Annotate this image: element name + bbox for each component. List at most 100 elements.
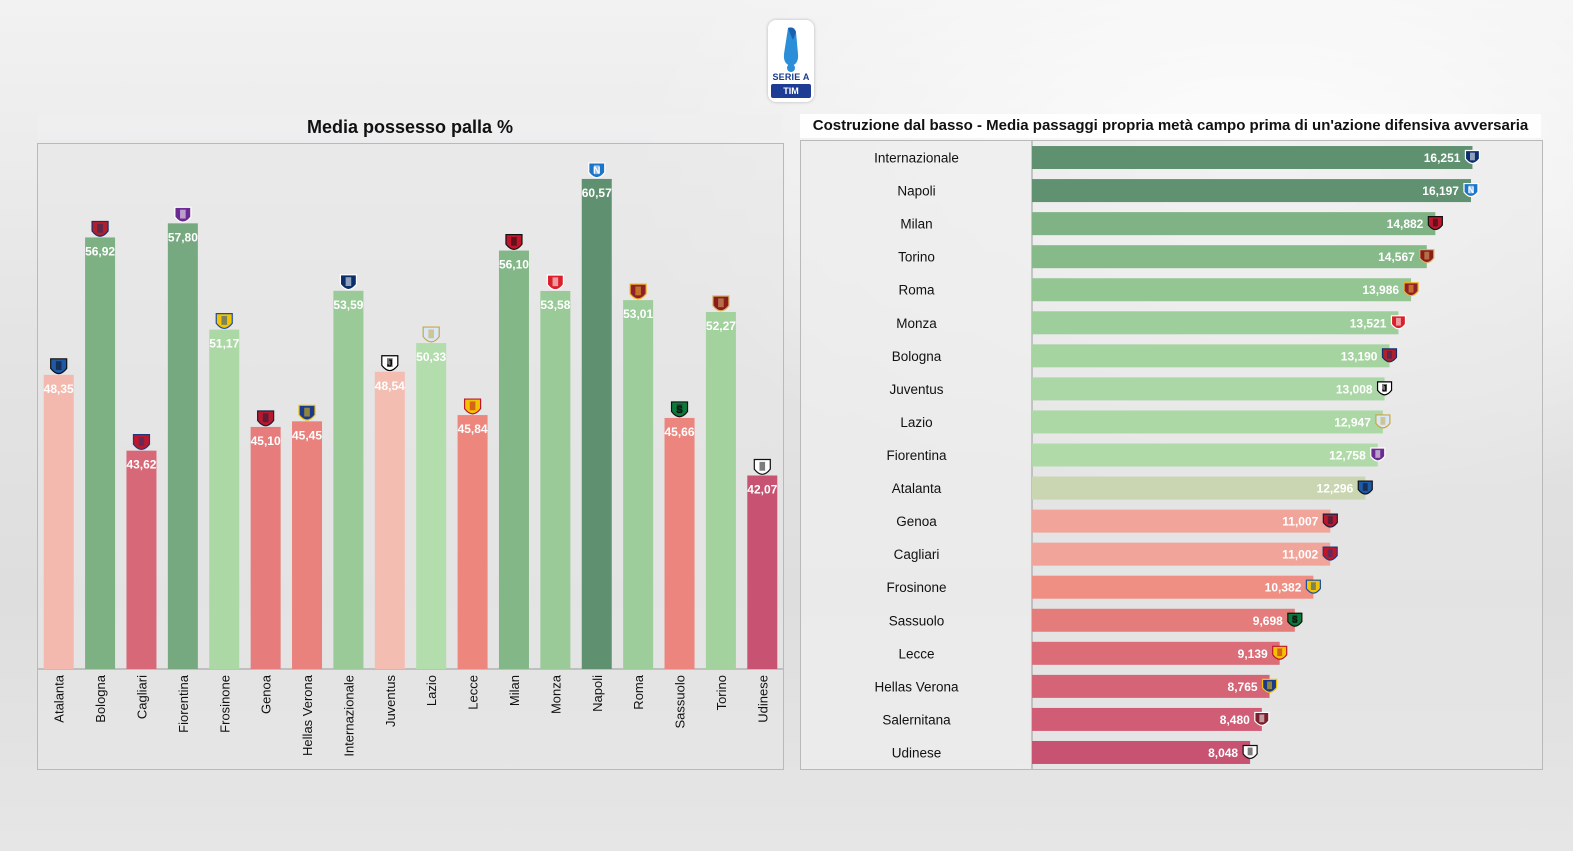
buildup-bar-cagliari xyxy=(1032,542,1331,566)
possession-tick-label-genoa: Genoa xyxy=(259,674,274,714)
buildup-chart-svg: 16,251 Internazionale N 16,197 Napoli 14,882 M… xyxy=(801,141,1481,769)
possession-bar-frosinone xyxy=(209,329,240,669)
buildup-tick-label-lecce: Lecce xyxy=(898,646,934,661)
buildup-value-label-cagliari: 11,002 xyxy=(1282,548,1318,562)
possession-bar-bologna xyxy=(85,237,116,669)
possession-tick-label-frosinone: Frosinone xyxy=(217,675,232,733)
svg-text:N: N xyxy=(593,166,601,177)
buildup-udinese-badge-icon xyxy=(1242,744,1258,760)
possession-tick-label-cagliari: Cagliari xyxy=(134,675,149,719)
buildup-bar-roma xyxy=(1032,278,1412,302)
possession-value-label-internazionale: 53,59 xyxy=(333,298,363,312)
buildup-tick-label-atalanta: Atalanta xyxy=(892,481,942,496)
possession-juventus-badge-icon: J xyxy=(381,355,399,372)
possession-tick-label-internazionale: Internazionale xyxy=(341,675,356,757)
buildup-torino-badge-icon xyxy=(1419,249,1435,264)
svg-text:S: S xyxy=(676,405,683,416)
possession-bologna-badge-icon xyxy=(91,220,109,237)
possession-torino-badge-icon xyxy=(712,295,730,312)
possession-tick-label-juventus: Juventus xyxy=(383,675,398,728)
buildup-value-label-hellas-verona: 8,765 xyxy=(1228,680,1258,694)
buildup-value-label-monza: 13,521 xyxy=(1350,316,1387,330)
possession-tick-label-lecce: Lecce xyxy=(466,675,481,710)
possession-lazio-badge-icon xyxy=(422,326,440,343)
buildup-bar-frosinone xyxy=(1032,575,1314,599)
possession-value-label-roma: 53,01 xyxy=(623,307,653,321)
buildup-tick-label-salernitana: Salernitana xyxy=(882,712,951,727)
buildup-cagliari-badge-icon xyxy=(1322,546,1338,561)
buildup-sassuolo-badge-icon: S xyxy=(1287,612,1303,627)
buildup-juventus-badge-icon: J xyxy=(1376,381,1393,396)
possession-value-label-juventus: 48,54 xyxy=(375,379,405,393)
buildup-lazio-badge-icon xyxy=(1375,414,1391,429)
possession-bar-internazionale xyxy=(333,290,364,669)
possession-bar-roma xyxy=(623,300,654,669)
possession-bar-hellas-verona xyxy=(292,421,323,669)
buildup-lecce-badge-icon xyxy=(1272,645,1288,660)
svg-text:N: N xyxy=(1468,185,1475,195)
possession-atalanta-badge-icon xyxy=(50,358,68,375)
buildup-tick-label-genoa: Genoa xyxy=(896,514,937,529)
possession-bar-juventus xyxy=(374,371,405,669)
buildup-bar-lecce xyxy=(1032,641,1280,665)
buildup-value-label-genoa: 11,007 xyxy=(1282,515,1318,529)
possession-tick-label-hellas-verona: Hellas Verona xyxy=(300,674,315,756)
buildup-tick-label-sassuolo: Sassuolo xyxy=(889,613,945,628)
possession-value-label-sassuolo: 45,66 xyxy=(665,425,695,439)
buildup-bar-torino xyxy=(1032,245,1427,269)
buildup-salernitana-badge-icon xyxy=(1254,711,1270,726)
buildup-tick-label-roma: Roma xyxy=(898,283,935,298)
buildup-tick-label-monza: Monza xyxy=(896,316,937,331)
buildup-value-label-lazio: 12,947 xyxy=(1334,415,1371,429)
buildup-label-column xyxy=(801,141,1032,769)
buildup-bar-napoli xyxy=(1032,179,1471,203)
buildup-tick-label-cagliari: Cagliari xyxy=(894,547,940,562)
buildup-chart-title: Costruzione dal basso - Media passaggi p… xyxy=(800,114,1541,138)
possession-tick-label-lazio: Lazio xyxy=(424,675,439,706)
possession-tick-label-sassuolo: Sassuolo xyxy=(673,675,688,728)
possession-value-label-milan: 56,10 xyxy=(499,258,529,272)
possession-chart: 48,35 Atalanta 56,92 Bologna 43,62 Cagliari 57… xyxy=(37,143,784,770)
buildup-bar-udinese xyxy=(1032,740,1251,764)
buildup-bar-hellas-verona xyxy=(1032,674,1270,698)
buildup-value-label-atalanta: 12,296 xyxy=(1317,482,1354,496)
possession-value-label-lazio: 50,33 xyxy=(416,350,446,364)
buildup-frosinone-badge-icon xyxy=(1305,579,1321,594)
possession-bar-genoa xyxy=(250,426,281,669)
possession-bar-udinese xyxy=(747,475,778,669)
buildup-atalanta-badge-icon xyxy=(1357,480,1373,495)
buildup-hellas-verona-badge-icon xyxy=(1261,678,1278,693)
svg-text:J: J xyxy=(387,359,393,370)
buildup-value-label-torino: 14,567 xyxy=(1378,250,1415,264)
possession-tick-label-udinese: Udinese xyxy=(755,675,770,723)
possession-tick-label-milan: Milan xyxy=(507,675,522,706)
possession-bar-napoli xyxy=(581,178,612,669)
serie-a-logo: SERIE A TIM xyxy=(768,20,814,102)
possession-cagliari-badge-icon xyxy=(132,434,151,451)
possession-value-label-frosinone: 51,17 xyxy=(209,337,239,351)
possession-bar-lecce xyxy=(457,415,488,669)
buildup-fiorentina-badge-icon xyxy=(1370,447,1386,462)
possession-napoli-badge-icon: N xyxy=(588,162,606,179)
possession-chart-title: Media possesso palla % xyxy=(38,114,782,140)
buildup-bologna-badge-icon xyxy=(1381,348,1398,363)
possession-sassuolo-badge-icon: S xyxy=(670,401,689,418)
buildup-tick-label-frosinone: Frosinone xyxy=(886,580,946,595)
buildup-tick-label-udinese: Udinese xyxy=(892,745,942,760)
buildup-bar-monza xyxy=(1032,311,1399,335)
buildup-tick-label-bologna: Bologna xyxy=(892,349,942,364)
possession-bar-fiorentina xyxy=(167,223,198,670)
possession-internazionale-badge-icon xyxy=(339,274,358,291)
possession-bar-monza xyxy=(540,290,571,669)
buildup-bar-sassuolo xyxy=(1032,608,1295,632)
buildup-bar-salernitana xyxy=(1032,707,1262,731)
possession-value-label-udinese: 42,07 xyxy=(747,483,777,497)
possession-tick-label-monza: Monza xyxy=(548,674,563,714)
buildup-bar-internazionale xyxy=(1032,146,1473,170)
possession-bar-lazio xyxy=(416,343,447,669)
possession-monza-badge-icon xyxy=(546,274,564,291)
buildup-tick-label-juventus: Juventus xyxy=(889,382,943,397)
buildup-value-label-lecce: 9,139 xyxy=(1238,647,1268,661)
buildup-value-label-udinese: 8,048 xyxy=(1208,746,1238,760)
possession-tick-label-fiorentina: Fiorentina xyxy=(176,674,191,733)
